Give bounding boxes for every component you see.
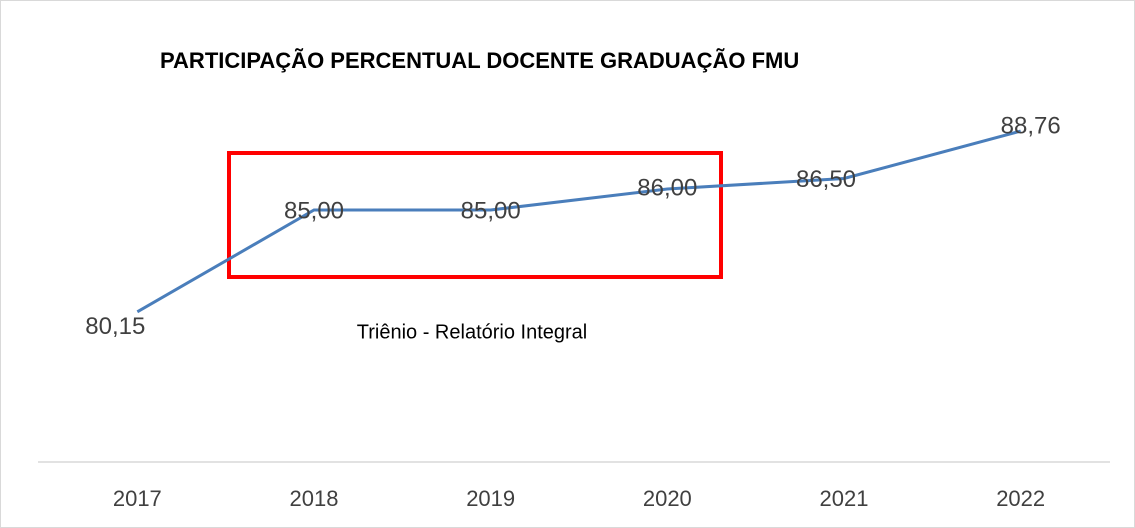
data-label: 85,00 xyxy=(461,197,521,224)
x-tick-label: 2021 xyxy=(820,486,869,511)
x-tick-label: 2019 xyxy=(466,486,515,511)
x-tick-label: 2017 xyxy=(113,486,162,511)
data-label: 85,00 xyxy=(284,197,344,224)
x-tick-label: 2022 xyxy=(996,486,1045,511)
data-line xyxy=(136,129,1022,314)
data-label: 80,15 xyxy=(85,313,145,340)
annotation: Triênio - Relatório Integral xyxy=(357,321,587,343)
data-label: 88,76 xyxy=(1001,112,1061,139)
data-label: 86,50 xyxy=(796,166,856,193)
highlight-box xyxy=(227,151,723,279)
x-tick-label: 2020 xyxy=(643,486,692,511)
x-tick-label: 2018 xyxy=(290,486,339,511)
data-label: 86,00 xyxy=(637,174,697,201)
chart-title: PARTICIPAÇÃO PERCENTUAL DOCENTE GRADUAÇÃ… xyxy=(160,48,799,73)
